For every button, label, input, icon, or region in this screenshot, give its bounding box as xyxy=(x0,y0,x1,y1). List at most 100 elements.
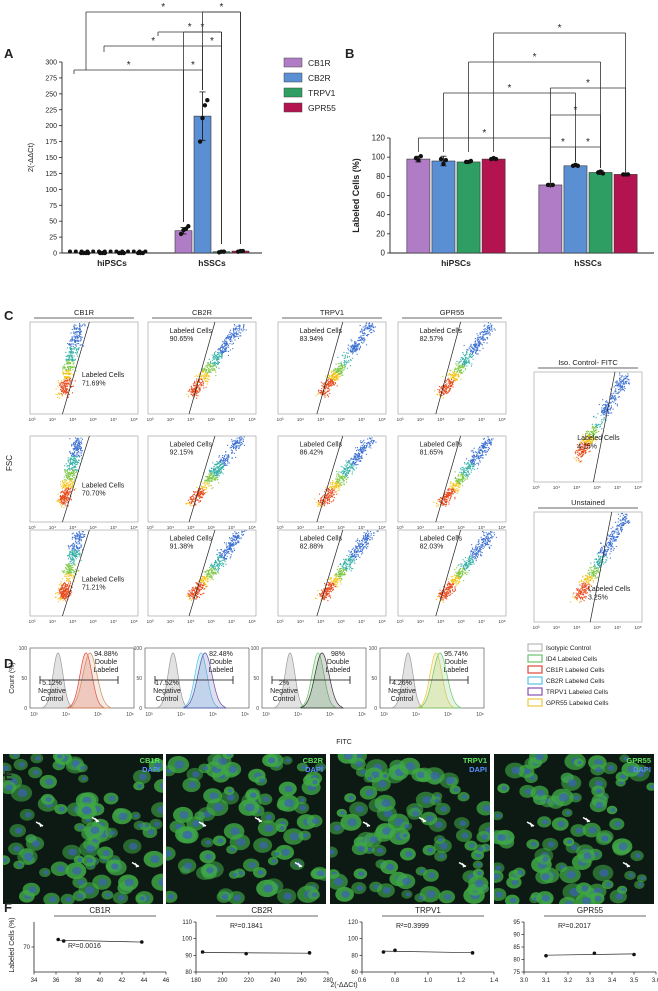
flow-dot xyxy=(74,534,76,536)
flow-dot xyxy=(76,456,78,458)
flow-dot xyxy=(73,458,75,460)
flow-dot xyxy=(62,590,64,592)
flow-dot xyxy=(478,455,480,458)
flow-dot xyxy=(351,348,353,350)
flow-dot xyxy=(467,475,469,477)
flow-dot xyxy=(449,382,451,385)
flow-dot xyxy=(238,447,241,449)
flow-dot xyxy=(213,475,216,477)
flow-dot xyxy=(236,334,238,336)
flow-x-tick: 10⁴ xyxy=(297,417,304,423)
flow-dot xyxy=(62,385,64,387)
flow-dot xyxy=(364,325,366,327)
flow-dot xyxy=(350,346,353,348)
flow-dot xyxy=(224,463,226,465)
flow-dot xyxy=(74,555,76,557)
flow-dot xyxy=(217,353,219,356)
flow-dot xyxy=(455,373,457,375)
flow-dot xyxy=(485,454,487,456)
flow-dot xyxy=(67,571,69,573)
flow-dot xyxy=(332,500,334,502)
flow-dot xyxy=(453,374,455,377)
flow-dot xyxy=(76,449,78,451)
flow-dot xyxy=(338,370,341,372)
flow-dot xyxy=(68,362,70,364)
flow-dot xyxy=(216,466,218,468)
flow-dot xyxy=(199,497,201,499)
flow-dot xyxy=(335,478,337,480)
flow-dot xyxy=(454,485,456,487)
flow-dot xyxy=(356,345,358,347)
flow-dot xyxy=(214,369,216,371)
flow-dot xyxy=(340,365,342,367)
flow-dot xyxy=(63,590,65,592)
flow-dot xyxy=(458,474,460,476)
flow-dot xyxy=(486,330,488,332)
flow-dot xyxy=(69,556,71,558)
flow-dot xyxy=(71,365,73,367)
flow-dot xyxy=(72,443,74,445)
flow-dot xyxy=(199,490,201,492)
flow-dot xyxy=(481,454,483,456)
flow-dot xyxy=(450,369,452,372)
flow-dot xyxy=(76,448,79,450)
flow-dot xyxy=(369,328,371,330)
flow-dot xyxy=(330,490,332,492)
flow-dot xyxy=(62,374,64,376)
flow-dot xyxy=(477,448,479,450)
flow-dot xyxy=(440,500,442,502)
flow-dot xyxy=(66,370,68,372)
flow-dot xyxy=(65,483,67,486)
flow-dot xyxy=(464,471,466,474)
flow-dot xyxy=(491,439,493,441)
flow-dot xyxy=(235,442,237,444)
flow-dot xyxy=(485,333,487,335)
flow-dot xyxy=(65,487,68,489)
flow-dot xyxy=(60,385,63,387)
flow-x-tick: 10³ xyxy=(29,417,36,423)
flow-dot xyxy=(362,441,364,443)
flow-dot xyxy=(213,466,215,468)
flow-dot xyxy=(65,505,67,507)
flow-dot xyxy=(62,372,64,374)
flow-dot xyxy=(465,360,468,362)
flow-dot xyxy=(334,483,336,485)
flow-dot xyxy=(70,356,72,358)
flow-dot xyxy=(356,460,358,462)
flow-dot xyxy=(202,371,204,374)
sig-star: * xyxy=(161,2,165,13)
flow-dot xyxy=(75,331,78,333)
flow-dot xyxy=(355,462,357,464)
flow-dot xyxy=(77,461,79,463)
flow-dot xyxy=(191,501,193,503)
flow-dot xyxy=(201,383,203,386)
flow-dot xyxy=(239,440,241,442)
flow-dot xyxy=(450,483,452,485)
y-tick-label: 250 xyxy=(45,91,57,98)
flow-dot xyxy=(58,500,60,502)
flow-dot xyxy=(65,489,67,491)
flow-dot xyxy=(195,391,197,394)
flow-dot xyxy=(213,469,215,472)
flow-dot xyxy=(452,493,454,495)
flow-plot-frame xyxy=(277,321,387,415)
flow-dot xyxy=(350,467,352,469)
bar-cb2r xyxy=(431,160,456,254)
flow-dot xyxy=(480,336,482,338)
flow-dot xyxy=(200,493,202,495)
flow-dot xyxy=(216,475,218,477)
flow-dot xyxy=(194,492,196,494)
flow-dot xyxy=(212,467,214,470)
flow-dot xyxy=(439,395,441,397)
flow-dot xyxy=(453,380,455,382)
flow-dot xyxy=(200,378,203,381)
y-axis-label: 2(-ΔΔCt) xyxy=(26,142,35,172)
flow-dot xyxy=(361,452,363,454)
flow-dot xyxy=(55,393,57,395)
flow-dot xyxy=(202,490,205,492)
flow-dot xyxy=(329,492,331,494)
flow-dot xyxy=(69,546,71,548)
flow-dot xyxy=(216,363,219,365)
flow-dot xyxy=(470,351,472,353)
flow-dot xyxy=(60,481,62,483)
